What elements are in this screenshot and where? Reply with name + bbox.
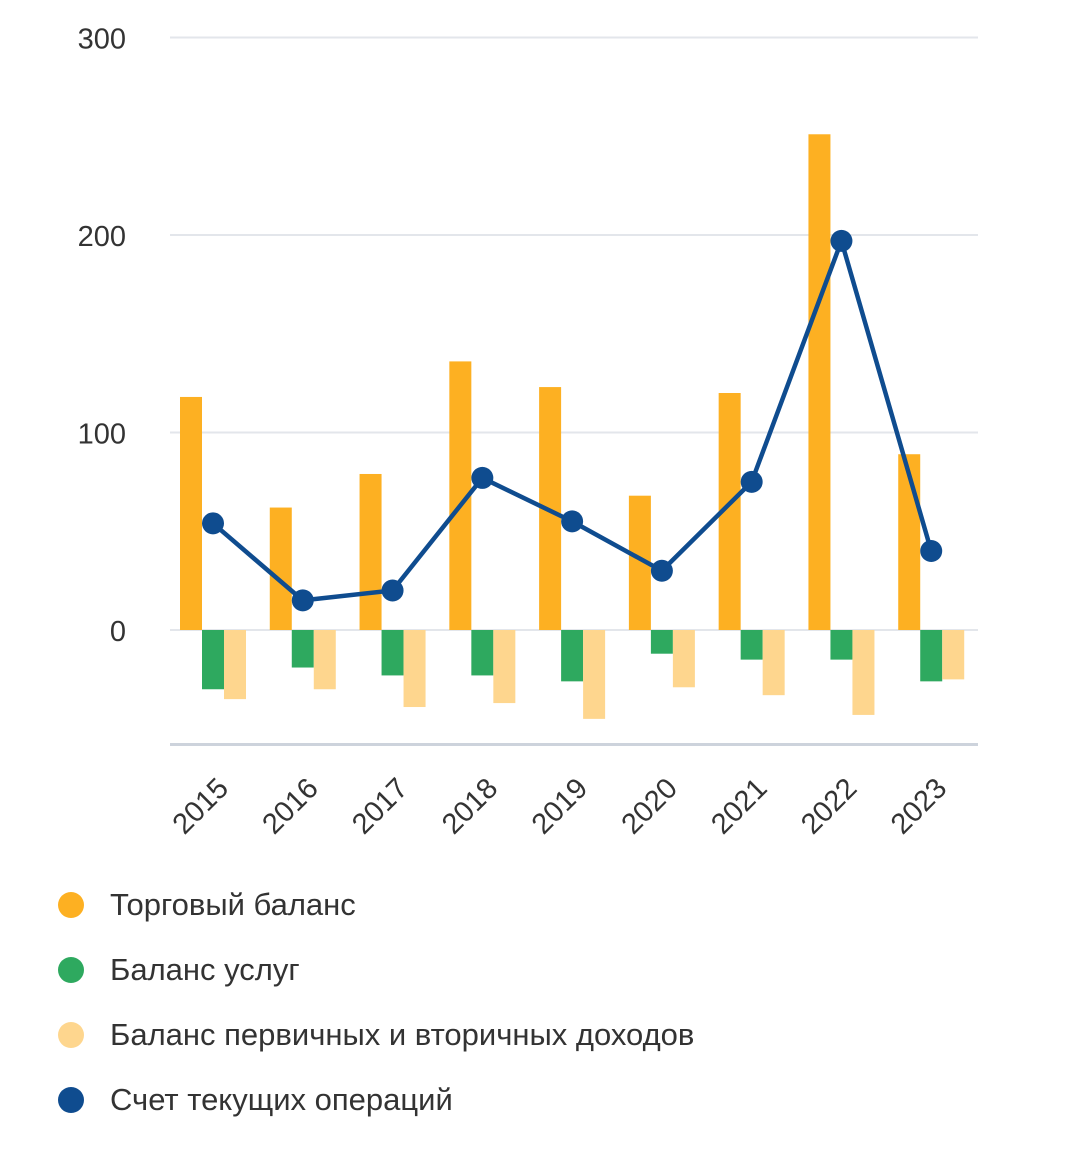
- x-tick-label-2019: 2019: [526, 772, 594, 840]
- bar-2-2017: [381, 630, 404, 676]
- bar-2-2018: [471, 630, 494, 676]
- bar-2-2022: [830, 630, 853, 660]
- bar-3-2017: [403, 630, 426, 708]
- legend: Торговый баланс Баланс услуг Баланс перв…: [58, 872, 694, 1132]
- legend-label-current-account: Счет текущих операций: [110, 1081, 453, 1117]
- bar-1-2020: [628, 495, 651, 630]
- y-tick-label: 300: [78, 24, 126, 56]
- bar-2-2015: [202, 630, 224, 690]
- legend-marker-trade-balance: [58, 891, 84, 918]
- bar-2-2019: [561, 630, 584, 682]
- bars: [180, 134, 965, 719]
- y-axis-tick-labels: 0 100 200 300: [78, 24, 126, 649]
- line-point-2018[interactable]: [471, 466, 494, 489]
- line-point-2020[interactable]: [650, 559, 673, 582]
- bar-2-2023: [920, 630, 943, 682]
- bar-2-2020: [650, 630, 673, 654]
- line-point-2016[interactable]: [291, 589, 314, 612]
- x-tick-label-2022: 2022: [795, 772, 863, 840]
- y-tick-label: 0: [110, 616, 126, 648]
- bar-2-2021: [740, 630, 763, 660]
- x-tick-label-2023: 2023: [885, 772, 953, 840]
- legend-label-services-balance: Баланс услуг: [110, 951, 300, 987]
- bar-2-2016: [291, 630, 314, 668]
- x-tick-label-2017: 2017: [346, 772, 414, 840]
- legend-marker-current-account: [58, 1086, 84, 1113]
- line-point-2015[interactable]: [202, 512, 224, 535]
- x-tick-label-2021: 2021: [705, 772, 773, 840]
- bar-3-2022: [852, 630, 875, 715]
- x-tick-label-2018: 2018: [436, 772, 504, 840]
- legend-label-trade-balance: Торговый баланс: [110, 886, 356, 922]
- bar-3-2016: [313, 630, 336, 690]
- legend-label-income-balance: Баланс первичных и вторичных доходов: [110, 1016, 695, 1052]
- legend-item-services-balance[interactable]: Баланс услуг: [58, 937, 694, 1002]
- bar-1-2018: [449, 361, 472, 630]
- legend-item-current-account[interactable]: Счет текущих операций: [58, 1067, 694, 1132]
- legend-item-income-balance[interactable]: Баланс первичных и вторичных доходов: [58, 1002, 694, 1067]
- bar-3-2018: [493, 630, 516, 704]
- bar-1-2015: [180, 396, 202, 630]
- x-axis-tick-labels: 2015 2016 2017 2018 2019 2020 2021 2022 2023: [167, 772, 953, 840]
- current-account-line: [202, 229, 943, 612]
- line-point-2022[interactable]: [830, 229, 853, 252]
- bar-1-2016: [269, 507, 292, 630]
- y-tick-label: 200: [78, 221, 126, 253]
- line-point-2017[interactable]: [381, 579, 404, 602]
- x-tick-label-2015: 2015: [167, 772, 235, 840]
- bar-3-2021: [762, 630, 785, 696]
- bar-1-2022: [808, 134, 831, 630]
- legend-marker-services-balance: [58, 956, 84, 983]
- legend-marker-income-balance: [58, 1021, 84, 1048]
- bar-1-2017: [359, 473, 382, 630]
- bar-3-2023: [942, 630, 965, 680]
- bar-1-2021: [718, 393, 741, 630]
- bar-3-2020: [672, 630, 695, 688]
- bar-3-2015: [224, 630, 246, 700]
- legend-item-trade-balance[interactable]: Торговый баланс: [58, 872, 694, 937]
- line-point-2019[interactable]: [561, 510, 584, 533]
- line-point-2021[interactable]: [740, 470, 763, 493]
- x-tick-label-2020: 2020: [616, 772, 684, 840]
- bar-3-2019: [583, 630, 606, 719]
- x-tick-label-2016: 2016: [256, 772, 324, 840]
- line-point-2023[interactable]: [920, 540, 943, 562]
- y-tick-label: 100: [78, 419, 126, 451]
